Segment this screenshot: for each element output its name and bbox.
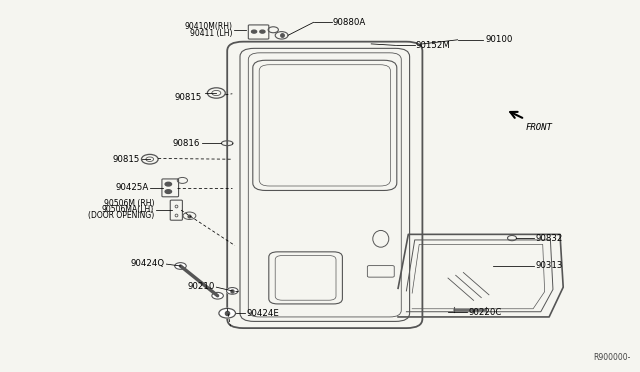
Text: 90313: 90313 [536,262,563,270]
Circle shape [227,288,238,294]
Text: 90410M(RH): 90410M(RH) [184,22,232,31]
Text: 90816: 90816 [173,139,200,148]
Text: (DOOR OPENING): (DOOR OPENING) [88,211,154,219]
Text: 90880A: 90880A [333,18,366,27]
Circle shape [175,263,186,269]
Text: 90210: 90210 [188,282,215,291]
Text: 90424E: 90424E [246,309,279,318]
Circle shape [219,308,236,318]
Text: 90100: 90100 [485,35,513,44]
Text: 90506MA(LH): 90506MA(LH) [102,205,154,214]
Circle shape [252,30,257,33]
Text: 90832: 90832 [536,234,563,243]
Text: 90411 (LH): 90411 (LH) [190,29,232,38]
Text: 90815: 90815 [113,155,140,164]
Text: 90425A: 90425A [116,183,149,192]
Text: 90152M: 90152M [416,41,451,50]
Circle shape [165,182,172,186]
Circle shape [212,292,223,299]
Text: 90506M (RH): 90506M (RH) [104,199,154,208]
Circle shape [260,30,265,33]
Text: 90424Q: 90424Q [131,259,165,268]
Circle shape [165,190,172,193]
Text: FRONT: FRONT [526,123,553,132]
Text: 90815: 90815 [175,93,202,102]
Text: 90220C: 90220C [468,308,502,317]
Text: R900000-: R900000- [593,353,630,362]
